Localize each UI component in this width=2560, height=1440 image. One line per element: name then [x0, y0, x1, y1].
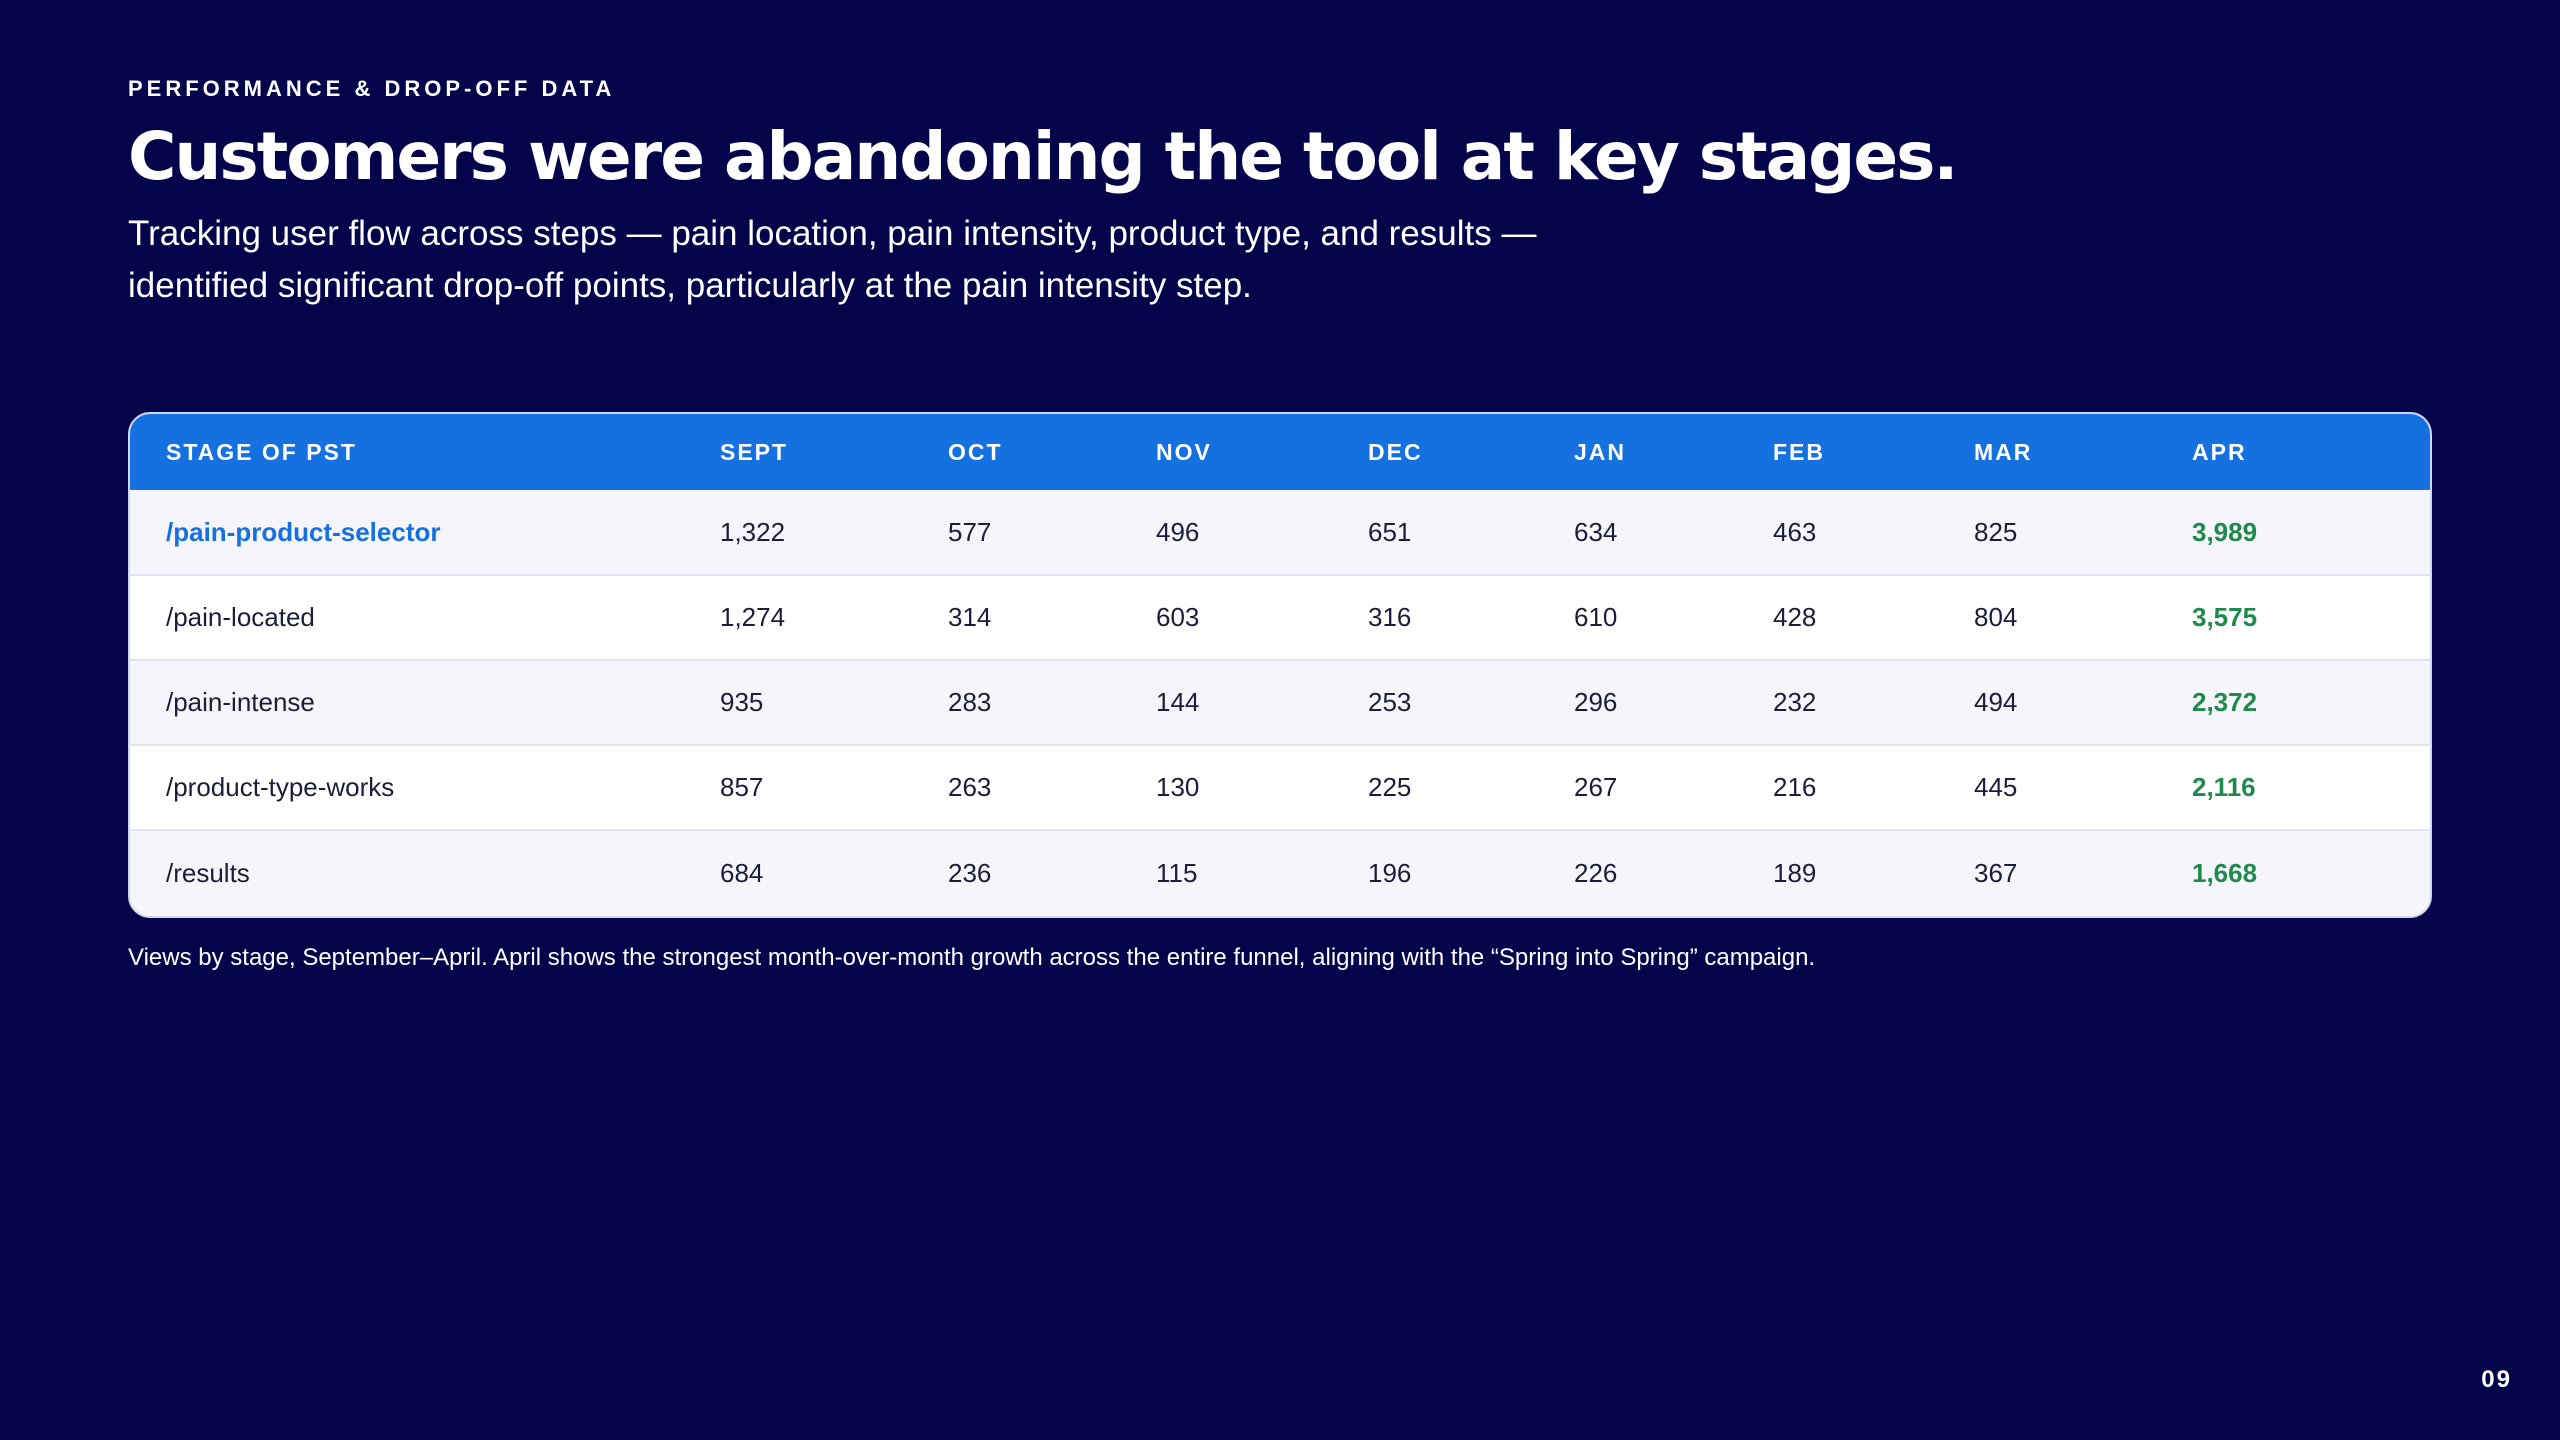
page-subtitle: Tracking user flow across steps — pain l…: [128, 214, 1537, 305]
value-cell: 494: [1974, 687, 2018, 717]
value-cell: 1,274: [720, 602, 786, 632]
stage-name-cell: /pain-located: [166, 602, 315, 632]
value-cell: 130: [1156, 772, 1200, 802]
value-cell: 314: [948, 602, 992, 632]
value-cell: 367: [1974, 857, 2018, 888]
value-cell: 684: [720, 857, 764, 888]
value-cell: 189: [1773, 857, 1817, 888]
apr-value-cell: 1,668: [2192, 857, 2258, 888]
table-row: /pain-located 1,274 314 603 316 610 428 …: [130, 575, 2430, 660]
value-cell: 603: [1156, 602, 1200, 632]
value-cell: 935: [720, 687, 764, 717]
value-cell: 267: [1574, 772, 1618, 802]
value-cell: 144: [1156, 687, 1200, 717]
value-cell: 225: [1368, 772, 1412, 802]
value-cell: 634: [1574, 516, 1618, 547]
stage-name-cell: /pain-intense: [166, 687, 315, 717]
column-header-stage: STAGE OF PST: [166, 438, 357, 465]
column-header-jan: JAN: [1574, 438, 1627, 465]
apr-value-cell: 3,989: [2192, 516, 2258, 547]
table-row: /results 684 236 115 196 226 189 367 1,6…: [130, 830, 2430, 915]
page-title: Customers were abandoning the tool at ke…: [128, 118, 1958, 195]
table-header-row: STAGE OF PST SEPT OCT NOV DEC JAN FEB MA…: [130, 414, 2430, 490]
column-header-dec: DEC: [1368, 438, 1423, 465]
apr-value-cell: 3,575: [2192, 602, 2258, 632]
value-cell: 216: [1773, 772, 1817, 802]
column-header-oct: OCT: [948, 438, 1003, 465]
value-cell: 296: [1574, 687, 1618, 717]
column-header-nov: NOV: [1156, 438, 1212, 465]
page-number: 09: [2481, 1366, 2512, 1393]
value-cell: 577: [948, 516, 992, 547]
value-cell: 283: [948, 687, 992, 717]
value-cell: 316: [1368, 602, 1412, 632]
value-cell: 463: [1773, 516, 1817, 547]
value-cell: 857: [720, 772, 764, 802]
value-cell: 1,322: [720, 516, 786, 547]
stage-data-table-card: STAGE OF PST SEPT OCT NOV DEC JAN FEB MA…: [128, 412, 2432, 918]
apr-value-cell: 2,372: [2192, 687, 2258, 717]
value-cell: 253: [1368, 687, 1412, 717]
value-cell: 115: [1156, 857, 1198, 888]
value-cell: 236: [948, 857, 992, 888]
table-row: /pain-product-selector 1,322 577 496 651…: [130, 490, 2430, 575]
column-header-feb: FEB: [1773, 438, 1825, 465]
stage-data-table: STAGE OF PST SEPT OCT NOV DEC JAN FEB MA…: [130, 414, 2430, 915]
value-cell: 226: [1574, 857, 1618, 888]
eyebrow-label: PERFORMANCE & DROP-OFF DATA: [128, 76, 616, 101]
column-header-sept: SEPT: [720, 438, 789, 465]
value-cell: 610: [1574, 602, 1618, 632]
value-cell: 263: [948, 772, 992, 802]
value-cell: 232: [1773, 687, 1817, 717]
column-header-mar: MAR: [1974, 438, 2033, 465]
column-header-apr: APR: [2192, 438, 2247, 465]
table-row: /product-type-works 857 263 130 225 267 …: [130, 745, 2430, 830]
value-cell: 428: [1773, 602, 1817, 632]
value-cell: 825: [1974, 516, 2018, 547]
table-row: /pain-intense 935 283 144 253 296 232 49…: [130, 660, 2430, 745]
stage-name-cell: /pain-product-selector: [166, 516, 441, 547]
value-cell: 651: [1368, 516, 1412, 547]
value-cell: 804: [1974, 602, 2018, 632]
stage-name-cell: /results: [166, 857, 250, 888]
apr-value-cell: 2,116: [2192, 772, 2256, 802]
value-cell: 496: [1156, 516, 1200, 547]
table-footnote: Views by stage, September–April. April s…: [128, 944, 1816, 971]
value-cell: 445: [1974, 772, 2018, 802]
value-cell: 196: [1368, 857, 1412, 888]
stage-name-cell: /product-type-works: [166, 772, 395, 802]
